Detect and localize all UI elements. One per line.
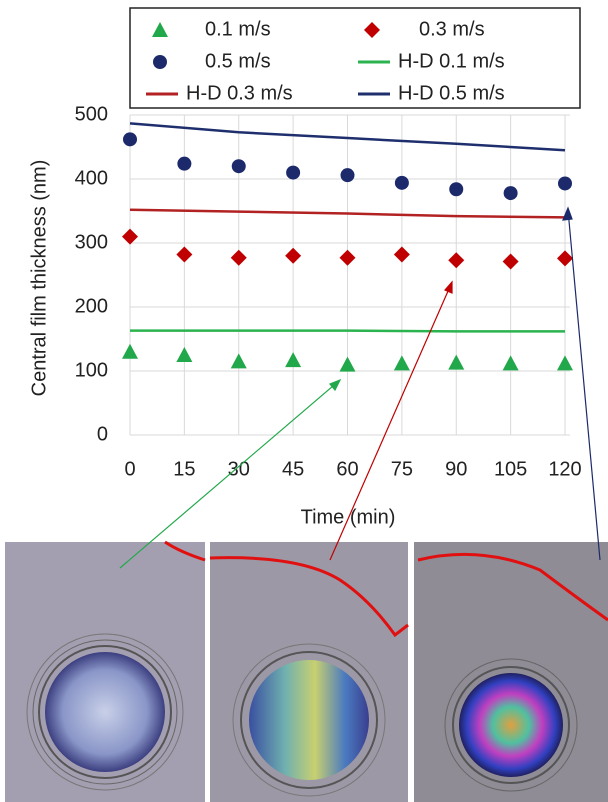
y-axis-label: Central film thickness (nm) [28, 160, 50, 397]
line [130, 331, 565, 332]
marker [232, 159, 246, 173]
x-tick-label: 15 [173, 458, 195, 480]
legend-label: H-D 0.1 m/s [398, 50, 505, 72]
x-tick-label: 45 [282, 458, 304, 480]
y-tick-label: 100 [75, 359, 108, 381]
legend-label: 0.3 m/s [419, 18, 485, 40]
x-tick-label: 75 [391, 458, 413, 480]
page: Central film thickness (nm) Time (min) 0… [0, 0, 608, 802]
legend-marker [153, 55, 167, 69]
legend-label: H-D 0.3 m/s [186, 82, 293, 104]
marker [286, 166, 300, 180]
y-tick-label: 200 [75, 295, 108, 317]
marker [558, 176, 572, 190]
marker [395, 176, 409, 190]
marker [285, 248, 301, 264]
legend-label: H-D 0.5 m/s [398, 82, 505, 104]
marker [341, 168, 355, 182]
marker [503, 355, 519, 370]
x-tick-label: 0 [124, 458, 135, 480]
marker [449, 182, 463, 196]
marker [231, 353, 247, 368]
legend-label: 0.5 m/s [205, 50, 271, 72]
y-tick-label: 0 [97, 423, 108, 445]
marker [176, 347, 192, 362]
marker [557, 355, 573, 370]
marker [176, 247, 192, 263]
marker [448, 355, 464, 370]
x-tick-label: 30 [228, 458, 250, 480]
marker [177, 157, 191, 171]
y-tick-label: 500 [75, 103, 108, 125]
marker [231, 250, 247, 266]
marker [340, 357, 356, 372]
photo [414, 542, 608, 802]
marker [340, 250, 356, 266]
x-tick-label: 120 [548, 458, 581, 480]
photo [5, 542, 205, 802]
marker [503, 254, 519, 270]
marker [394, 247, 410, 263]
x-axis-label: Time (min) [301, 506, 396, 528]
y-tick-label: 400 [75, 167, 108, 189]
x-tick-label: 60 [336, 458, 358, 480]
legend-label: 0.1 m/s [205, 18, 271, 40]
x-tick-label: 90 [445, 458, 467, 480]
marker [123, 132, 137, 146]
marker [285, 352, 301, 367]
photo [210, 542, 408, 802]
marker [448, 252, 464, 268]
y-tick-label: 300 [75, 231, 108, 253]
marker [557, 250, 573, 266]
chart: Central film thickness (nm) Time (min) 0… [0, 0, 608, 802]
marker [504, 186, 518, 200]
marker [122, 229, 138, 245]
marker [394, 355, 410, 370]
marker [122, 344, 138, 359]
x-tick-label: 105 [494, 458, 527, 480]
